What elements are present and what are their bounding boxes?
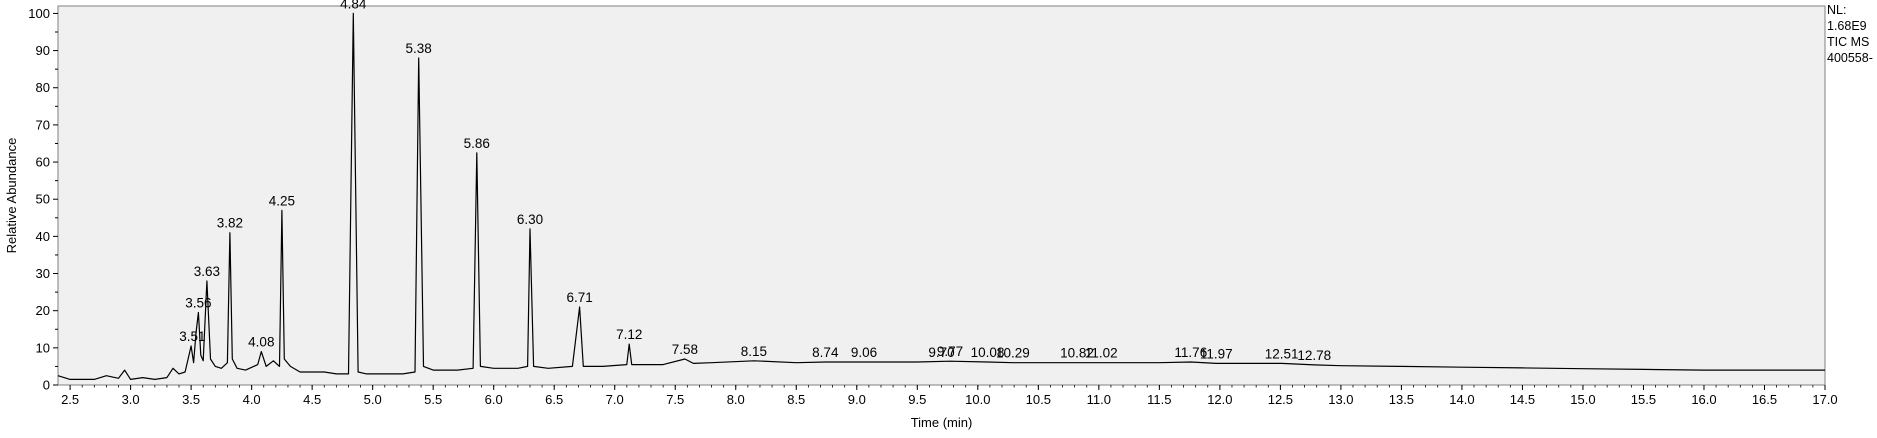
side-info-line: TIC MS (1827, 35, 1869, 49)
peak-labels: 3.51 3.56 3.63 3.82 4.08 4.25 4.84 5.38 5.86 6.30… (179, 0, 1331, 363)
peak-label: 11.02 (1085, 346, 1118, 361)
y-tick-label: 0 (43, 378, 50, 393)
peak-label: 9.77 (937, 344, 963, 359)
x-tick-label: 15.0 (1570, 392, 1595, 407)
x-tick-label: 9.5 (908, 392, 926, 407)
peak-label: 7.58 (672, 342, 698, 357)
x-tick-label: 14.0 (1449, 392, 1474, 407)
y-tick-label: 20 (36, 303, 50, 318)
x-tick-label: 8.0 (727, 392, 745, 407)
peak-label: 12.51 (1265, 346, 1299, 361)
y-tick-label: 10 (36, 340, 50, 355)
peak-label: 10.29 (996, 346, 1030, 361)
peak-label: 4.25 (269, 193, 295, 208)
peak-label: 11.76 (1174, 345, 1207, 360)
x-tick-label: 6.0 (485, 392, 503, 407)
peak-label: 5.38 (406, 41, 432, 56)
x-tick-label: 7.5 (666, 392, 684, 407)
x-axis: 2.5 3.0 3.5 4.0 4.5 5.0 5.5 6.0 6.5 7.0 7.5 8.0 8.5 9… (61, 385, 1838, 407)
x-tick-label: 17.0 (1812, 392, 1837, 407)
x-tick-label: 9.0 (848, 392, 866, 407)
y-tick-label: 80 (36, 80, 50, 95)
y-tick-label: 50 (36, 192, 50, 207)
side-info: NL: 1.68E9 TIC MS 400558- (1827, 3, 1873, 65)
peak-label: 11.97 (1200, 346, 1233, 361)
peak-label: 12.78 (1297, 348, 1331, 363)
side-info-line: 400558- (1827, 51, 1873, 65)
x-tick-label: 5.5 (424, 392, 442, 407)
side-info-line: 1.68E9 (1827, 19, 1867, 33)
x-tick-label: 8.5 (787, 392, 805, 407)
peak-label: 3.63 (194, 264, 220, 279)
x-tick-label: 7.0 (606, 392, 624, 407)
x-tick-label: 3.5 (182, 392, 200, 407)
x-tick-label: 12.5 (1268, 392, 1293, 407)
peak-label: 6.71 (566, 290, 592, 305)
peak-label: 3.56 (185, 296, 211, 311)
x-tick-label: 16.5 (1752, 392, 1777, 407)
plot-area (57, 5, 1826, 386)
x-axis-title: Time (min) (911, 415, 973, 430)
x-tick-label: 15.5 (1631, 392, 1656, 407)
x-tick-label: 10.0 (965, 392, 990, 407)
x-tick-label: 11.0 (1087, 392, 1111, 407)
x-tick-label: 13.0 (1328, 392, 1353, 407)
peak-label: 3.82 (217, 216, 243, 231)
side-info-line: NL: (1827, 3, 1846, 17)
peak-label: 5.86 (464, 136, 490, 151)
x-tick-label: 4.5 (303, 392, 321, 407)
peak-label: 4.84 (340, 0, 367, 11)
series-line (57, 12, 1825, 380)
x-tick-label: 4.0 (243, 392, 261, 407)
x-tick-label: 3.0 (122, 392, 140, 407)
x-tick-label: 10.5 (1026, 392, 1051, 407)
peak-label: 8.15 (741, 344, 767, 359)
x-tick-label: 2.5 (61, 392, 79, 407)
y-tick-label: 30 (36, 266, 50, 281)
x-tick-label: 12.0 (1207, 392, 1232, 407)
peak-label: 10.82 (1060, 346, 1094, 361)
peak-label: 3.51 (179, 329, 205, 344)
x-tick-label: 5.0 (364, 392, 382, 407)
peak-label: 6.30 (517, 212, 543, 227)
y-tick-label: 40 (36, 229, 50, 244)
tic-trace (57, 12, 1825, 380)
x-tick-label: 14.5 (1510, 392, 1535, 407)
x-tick-label: 11.5 (1147, 392, 1171, 407)
y-tick-label: 70 (36, 117, 50, 132)
x-tick-label: 16.0 (1691, 392, 1716, 407)
y-axis: 0 10 20 30 40 50 60 70 80 90 100 (28, 6, 58, 393)
y-tick-label: 60 (36, 155, 50, 170)
peak-label: 7.12 (616, 327, 642, 342)
peak-label: 4.08 (248, 335, 274, 350)
peak-label: 9.70 (928, 345, 954, 360)
x-tick-label: 13.5 (1389, 392, 1414, 407)
peak-label: 8.74 (812, 345, 839, 360)
peak-label: 10.08 (971, 345, 1005, 360)
peak-label: 9.06 (851, 345, 877, 360)
y-tick-label: 100 (28, 6, 50, 21)
x-tick-label: 6.5 (545, 392, 563, 407)
y-tick-label: 90 (36, 43, 50, 58)
y-axis-title: Relative Abundance (4, 138, 19, 254)
